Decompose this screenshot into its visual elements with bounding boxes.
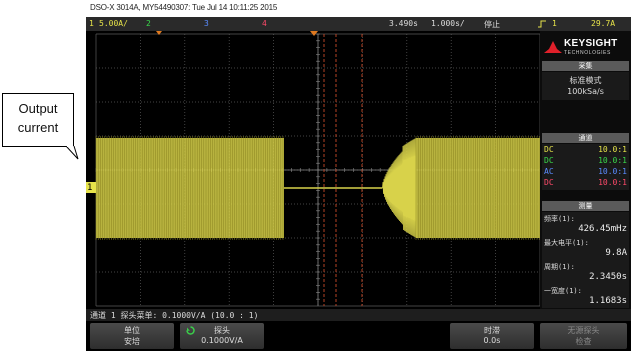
oscilloscope-screen: 1 5.00A/ 2 3 4 3.490s 1.000s/ 停止 1 29.7A…: [86, 17, 631, 351]
brand-logo: KEYSIGHT TECHNOLOGIES: [542, 35, 629, 61]
ch2-indicator[interactable]: 2: [146, 19, 151, 28]
measurement-value: 426.45mHz: [578, 224, 627, 234]
channels-header[interactable]: 通道: [542, 133, 629, 143]
probe-menu-bar: 通道 1 探头菜单: 0.1000V/A (10.0 : 1): [86, 309, 631, 321]
run-state[interactable]: 停止: [484, 20, 500, 29]
measurement-label: 最大电平(1):: [544, 239, 589, 247]
screenshot-caption: DSO-X 3014A, MY54490307: Tue Jul 14 10:1…: [90, 3, 278, 12]
measurement-label: 频率(1):: [544, 215, 575, 223]
info-sidebar: KEYSIGHT TECHNOLOGIES 采集 标准模式 100kSa/s 通…: [540, 31, 631, 309]
measurement-value: 1.1683s: [589, 296, 627, 306]
acquisition-mode: 标准模式: [569, 76, 602, 85]
callout-text: Output current: [2, 99, 74, 137]
rotate-knob-icon: [186, 326, 195, 335]
channels-panel: DC 10.0:1 DC 10.0:1 AC 10.0:1 DC 10.0:1: [542, 144, 629, 190]
waveform-grid[interactable]: 1: [86, 31, 540, 309]
trigger-rising-edge-icon: [538, 20, 546, 28]
callout-line-2: current: [17, 120, 59, 135]
measurement-value: 2.3450s: [589, 272, 627, 282]
acquisition-header[interactable]: 采集: [542, 61, 629, 71]
ch4-indicator[interactable]: 4: [262, 19, 267, 28]
channel-row[interactable]: DC 10.0:1: [544, 178, 627, 187]
trigger-source[interactable]: 1: [552, 19, 557, 28]
softkey-passive-probe-check[interactable]: 无源探头 检查: [540, 323, 627, 349]
acquisition-panel: 标准模式 100kSa/s: [542, 72, 629, 100]
ch3-indicator[interactable]: 3: [204, 19, 209, 28]
brand-sub: TECHNOLOGIES: [564, 50, 611, 56]
softkey-blank: [360, 323, 444, 349]
softkey-blank: [270, 323, 354, 349]
measurement-label: 一宽度(1):: [544, 287, 582, 295]
callout-pointer: [66, 146, 79, 160]
cursors: [86, 31, 363, 306]
softkey-skew[interactable]: 时滞 0.0s: [450, 323, 534, 349]
measurements-header[interactable]: 测量: [542, 201, 629, 211]
probe-menu-text: 通道 1 探头菜单: 0.1000V/A (10.0 : 1): [90, 311, 259, 320]
time-scale[interactable]: 1.000s/: [431, 19, 465, 28]
callout-box: [2, 93, 74, 147]
trigger-level[interactable]: 29.7A: [591, 19, 616, 28]
ch1-scale[interactable]: 5.00A/: [99, 19, 128, 28]
measurement-label: 周期(1):: [544, 263, 575, 271]
channel-row[interactable]: DC 10.0:1: [544, 145, 627, 154]
softkey-probe[interactable]: 探头 0.1000V/A: [180, 323, 264, 349]
softkey-bar: 单位 安培 探头 0.1000V/A 时滞 0.0s 无源探头 检查: [86, 321, 631, 351]
channel-row[interactable]: AC 10.0:1: [544, 167, 627, 176]
channel-row[interactable]: DC 10.0:1: [544, 156, 627, 165]
measurement-value: 9.8A: [605, 248, 627, 258]
acquisition-rate: 100kSa/s: [567, 87, 604, 96]
keysight-wave-icon: [544, 41, 562, 53]
channel-1-trace: [95, 136, 540, 240]
ch1-indicator[interactable]: 1: [89, 19, 94, 28]
ground-marker-label[interactable]: 1: [87, 183, 92, 193]
measurements-panel: 频率(1): 426.45mHz 最大电平(1): 9.8A 周期(1): 2.…: [542, 212, 629, 308]
callout-line-1: Output: [18, 101, 58, 116]
brand-name: KEYSIGHT: [564, 38, 618, 49]
softkey-units[interactable]: 单位 安培: [90, 323, 174, 349]
time-position[interactable]: 3.490s: [389, 19, 418, 28]
status-bar: 1 5.00A/ 2 3 4 3.490s 1.000s/ 停止 1 29.7A: [86, 17, 631, 31]
